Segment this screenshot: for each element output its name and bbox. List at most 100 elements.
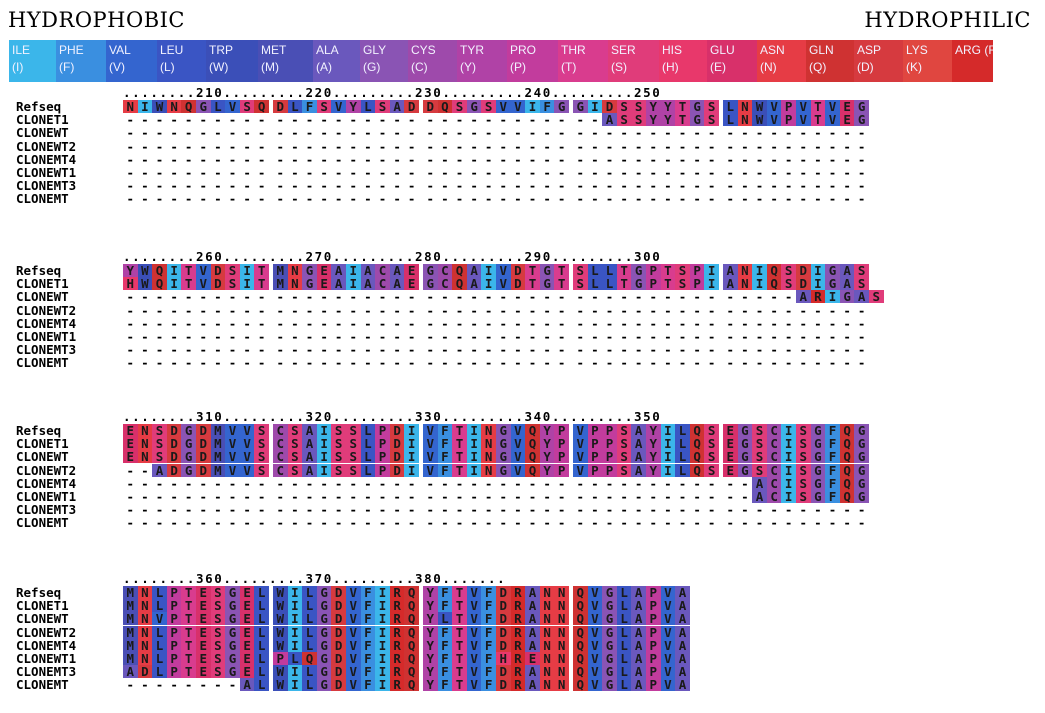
gap-cell: - bbox=[291, 489, 299, 504]
residue-cell: V bbox=[346, 612, 361, 626]
residue-cell: E bbox=[196, 612, 211, 626]
residue-cell: P bbox=[166, 586, 182, 599]
gap-cell: - bbox=[141, 475, 149, 491]
residue-cell: I bbox=[781, 424, 796, 437]
gap-cell: - bbox=[378, 489, 387, 504]
residue-cell: V bbox=[573, 424, 588, 437]
gap-cell: - bbox=[484, 178, 493, 194]
alignment-row: CLONEWT M N V P T E S G E L W I L G D V F I R Q Y L T V F D R A N N Q V G… bbox=[0, 612, 1045, 626]
alignment-row: CLONEMT3 A D L P T E S G E L W I L G D V F I R Q Y F T V F D R A N N Q V… bbox=[0, 665, 1045, 679]
legend-abbr: ILE bbox=[12, 43, 31, 57]
residue-cell: I bbox=[525, 100, 540, 113]
gap-cell: - bbox=[126, 289, 135, 305]
residue-cell: G bbox=[539, 264, 555, 277]
residue-cell: R bbox=[389, 612, 405, 626]
gap-cell: - bbox=[184, 178, 193, 194]
gap-cell: - bbox=[291, 178, 299, 194]
residue-cell: P bbox=[646, 638, 661, 652]
residue-cell: M bbox=[210, 437, 226, 451]
residue-cell: G bbox=[316, 625, 332, 639]
residue-cell: L bbox=[602, 277, 617, 291]
residue-cell: M bbox=[123, 652, 138, 665]
gap-cell: - bbox=[828, 329, 837, 344]
gap-cell: - bbox=[755, 151, 764, 167]
residue-cell: N bbox=[137, 437, 153, 451]
gap-cell: - bbox=[514, 315, 522, 331]
gap-cell: - bbox=[543, 165, 551, 180]
residue-cell: S bbox=[254, 424, 269, 437]
gap-cell: - bbox=[334, 515, 343, 531]
residue-cell: L bbox=[616, 625, 632, 639]
gap-cell: - bbox=[199, 355, 208, 371]
gap-cell: - bbox=[857, 315, 866, 331]
gap-cell: - bbox=[770, 138, 778, 154]
gap-cell: - bbox=[741, 191, 749, 207]
legend-code: (L) bbox=[160, 60, 175, 74]
residue-cell: V bbox=[510, 463, 526, 477]
alignment-row: CLONEWT2- - - - - - - - - - - - - - - - - - - - - - - - - - - - - - - -… bbox=[0, 304, 1045, 317]
gap-cell: - bbox=[257, 191, 266, 207]
gap-cell: - bbox=[543, 178, 551, 194]
gap-cell: - bbox=[484, 475, 493, 491]
residue-cell: V bbox=[587, 638, 603, 652]
residue-cell: Q bbox=[525, 437, 540, 451]
legend-item-tyr: TYR (Y) bbox=[457, 40, 507, 82]
legend-code: (P) bbox=[510, 60, 526, 74]
gap-cell: - bbox=[126, 462, 135, 478]
residue-cell: D bbox=[331, 665, 346, 679]
gap-cell: - bbox=[455, 489, 464, 504]
gap-cell: - bbox=[441, 302, 449, 318]
residue-cell: L bbox=[302, 665, 317, 679]
residue-cell: D bbox=[796, 277, 811, 291]
gap-cell: - bbox=[155, 191, 164, 207]
residue-cell: L bbox=[254, 625, 269, 639]
gap-cell: - bbox=[243, 489, 251, 504]
sequence-name: CLONEWT1 bbox=[16, 651, 77, 666]
gap-cell: - bbox=[814, 165, 822, 180]
residue-cell: W bbox=[273, 638, 288, 652]
gap-cell: - bbox=[726, 502, 735, 518]
residue-cell: G bbox=[854, 437, 869, 451]
residue-cell: P bbox=[554, 450, 569, 464]
residue-cell: P bbox=[587, 450, 603, 464]
gap-cell: - bbox=[276, 515, 285, 531]
gap-cell: - bbox=[514, 515, 522, 531]
gap-cell: - bbox=[576, 315, 585, 331]
gap-cell: - bbox=[184, 302, 193, 318]
alignment-row: CLONET1- - - - - - - - - - - - - - - - - - - - - - - - - - - - - - - - A… bbox=[0, 113, 1045, 127]
residue-cell: N bbox=[137, 586, 153, 599]
residue-cell: T bbox=[616, 264, 632, 277]
gap-cell: - bbox=[257, 125, 266, 141]
residue-cell: A bbox=[631, 612, 646, 626]
gap-cell: - bbox=[455, 178, 464, 194]
gap-cell: - bbox=[605, 191, 614, 207]
gap-cell: - bbox=[828, 342, 837, 358]
gap-cell: - bbox=[243, 502, 251, 518]
gap-cell: - bbox=[155, 502, 164, 518]
alignment-row: CLONEMT - - - - - - - - - - - - - - - - - - - - - - - - - - - - - - - - -… bbox=[0, 516, 1045, 529]
gap-cell: - bbox=[349, 515, 358, 531]
gap-cell: - bbox=[199, 151, 208, 167]
gap-cell: - bbox=[214, 315, 222, 331]
sequence-name: CLONEWT2 bbox=[16, 302, 77, 318]
gap-cell: - bbox=[199, 165, 208, 180]
residue-cell: V bbox=[587, 599, 603, 613]
gap-cell: - bbox=[620, 502, 628, 518]
residue-cell: S bbox=[781, 277, 796, 291]
residue-cell: L bbox=[616, 599, 632, 613]
gap-cell: - bbox=[784, 125, 793, 141]
residue-cell: V bbox=[825, 113, 840, 127]
gap-cell: - bbox=[141, 302, 149, 318]
residue-cell: D bbox=[496, 678, 511, 692]
gap-cell: - bbox=[276, 302, 285, 318]
residue-cell: N bbox=[166, 100, 182, 113]
residue-cell: G bbox=[825, 264, 840, 277]
residue-cell: S bbox=[225, 264, 240, 277]
gap-cell: - bbox=[291, 151, 299, 167]
gap-cell: - bbox=[514, 289, 522, 305]
gap-cell: - bbox=[407, 178, 416, 194]
gap-cell: - bbox=[557, 315, 566, 331]
residue-cell: Q bbox=[302, 652, 317, 665]
residue-cell: I bbox=[375, 652, 390, 665]
gap-cell: - bbox=[378, 302, 387, 318]
